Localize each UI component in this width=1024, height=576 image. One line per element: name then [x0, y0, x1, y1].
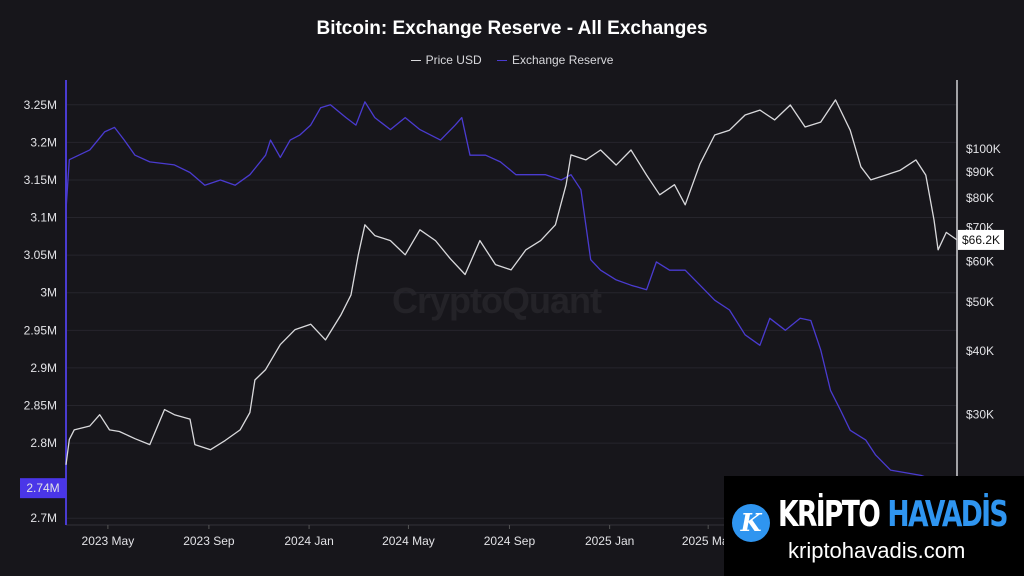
left-tick-label: 3.2M — [30, 135, 57, 149]
left-tick-label: 2.95M — [24, 323, 57, 337]
x-tick-label: 2025 Jan — [585, 534, 634, 548]
right-tick-label: $50K — [966, 295, 994, 309]
right-tick-label: $30K — [966, 408, 994, 422]
kriptohavadis-overlay: K KRİPTO HAVADİS kriptohavadis.com — [724, 476, 1024, 576]
left-tick-label: 3.05M — [24, 248, 57, 262]
right-tick-label: $90K — [966, 165, 994, 179]
left-tick-label: 2.9M — [30, 361, 57, 375]
x-tick-label: 2023 Sep — [183, 534, 235, 548]
brand-part2: HAVADİS — [887, 494, 1008, 535]
left-tick-label: 3.15M — [24, 173, 57, 187]
x-tick-label: 2024 Jan — [284, 534, 333, 548]
right-tick-label: $100K — [966, 142, 1001, 156]
left-tick-label: 2.8M — [30, 436, 57, 450]
legend-item-price[interactable]: Price USD — [410, 53, 482, 68]
reserve-current-badge — [20, 478, 66, 499]
left-tick-label: 3M — [40, 286, 57, 300]
left-tick-label: 2.7M — [30, 511, 57, 525]
brand-url: kriptohavadis.com — [788, 538, 966, 563]
legend-item-reserve[interactable]: Exchange Reserve — [496, 53, 614, 68]
left-tick-label: 3.1M — [30, 211, 57, 225]
legend-label-reserve: Exchange Reserve — [511, 53, 614, 68]
x-tick-label: 2025 May — [682, 534, 735, 548]
legend-swatch-price — [410, 59, 421, 61]
legend: Price USD Exchange Reserve — [0, 50, 1024, 67]
watermark: CryptoQuant — [392, 280, 602, 321]
legend-swatch-reserve — [496, 59, 507, 61]
left-tick-label: 3.25M — [24, 98, 57, 112]
series-line-exchange-reserve — [65, 101, 958, 489]
chart-title: Bitcoin: Exchange Reserve - All Exchange… — [316, 18, 708, 39]
right-tick-label: $40K — [966, 344, 994, 358]
legend-label-price: Price USD — [425, 53, 482, 68]
brand-part1: KRİPTO — [778, 494, 881, 535]
brand-name: KRİPTO HAVADİS — [778, 494, 1009, 535]
reserve-current-label: 2.74M — [26, 481, 59, 495]
price-current-badge — [958, 229, 1004, 250]
right-tick-label: $60K — [966, 255, 994, 269]
kriptohavadis-logo-icon: K — [732, 504, 770, 542]
right-tick-label: $80K — [966, 191, 994, 205]
x-tick-label: 2024 May — [382, 534, 435, 548]
left-tick-label: 2.85M — [24, 398, 57, 412]
x-tick-label: 2023 May — [82, 534, 135, 548]
price-current-label: $66.2K — [962, 233, 1000, 247]
x-tick-label: 2024 Sep — [484, 534, 536, 548]
series-line-price-usd — [65, 99, 958, 465]
